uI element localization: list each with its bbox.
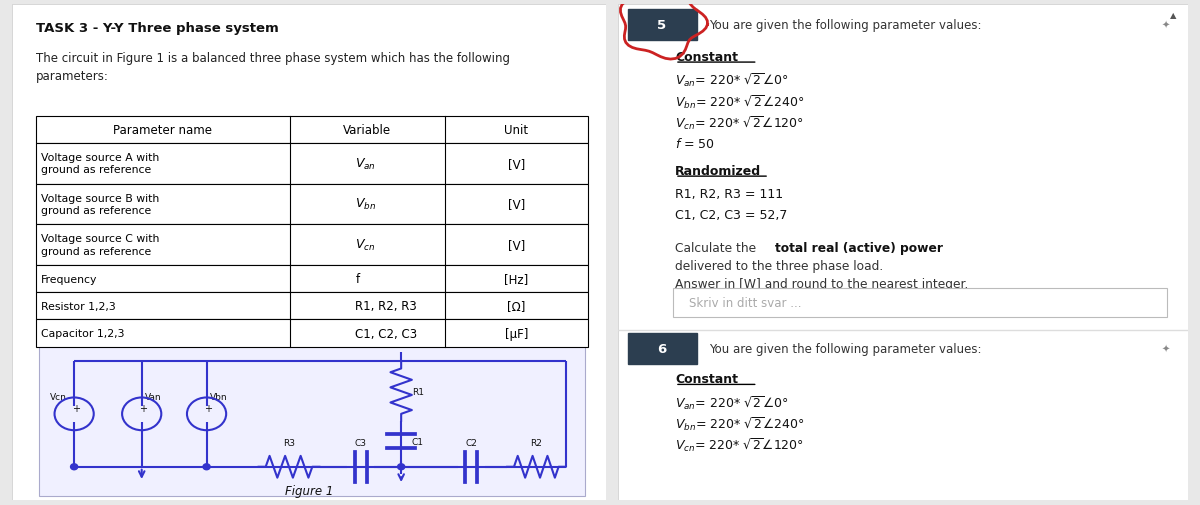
Text: Vbn: Vbn — [210, 393, 227, 401]
Text: Unit: Unit — [504, 124, 528, 136]
FancyBboxPatch shape — [673, 289, 1166, 317]
Circle shape — [397, 464, 404, 470]
Text: Resistor 1,2,3: Resistor 1,2,3 — [41, 301, 115, 311]
Text: ▲: ▲ — [1170, 11, 1176, 20]
Text: Parameter name: Parameter name — [113, 124, 212, 136]
Circle shape — [71, 464, 78, 470]
Text: R3: R3 — [283, 438, 295, 447]
Text: The circuit in Figure 1 is a balanced three phase system which has the following: The circuit in Figure 1 is a balanced th… — [36, 52, 510, 83]
Text: Vcn: Vcn — [50, 393, 67, 401]
Text: You are given the following parameter values:: You are given the following parameter va… — [709, 19, 982, 32]
Text: TASK 3 - Y-Y Three phase system: TASK 3 - Y-Y Three phase system — [36, 22, 278, 35]
Text: R1, R2, R3: R1, R2, R3 — [355, 299, 418, 313]
Text: delivered to the three phase load.: delivered to the three phase load. — [674, 260, 883, 272]
Bar — [36, 184, 588, 225]
Text: Constant: Constant — [674, 372, 738, 385]
Text: R1: R1 — [412, 387, 424, 396]
Text: You are given the following parameter values:: You are given the following parameter va… — [709, 342, 982, 356]
Text: Constant: Constant — [674, 50, 738, 64]
Text: 5: 5 — [658, 19, 666, 32]
Text: $V_{cn}$= 220* $\sqrt{2}$$\angle$120°: $V_{cn}$= 220* $\sqrt{2}$$\angle$120° — [674, 436, 804, 453]
FancyBboxPatch shape — [628, 10, 697, 41]
Text: Randomized: Randomized — [674, 164, 761, 177]
Text: [Hz]: [Hz] — [504, 273, 528, 285]
Text: Voltage source B with
ground as reference: Voltage source B with ground as referenc… — [41, 193, 158, 216]
Text: Capacitor 1,2,3: Capacitor 1,2,3 — [41, 328, 124, 338]
Text: Figure 1: Figure 1 — [284, 484, 334, 497]
Text: Frequency: Frequency — [41, 274, 97, 284]
Text: C1: C1 — [412, 437, 424, 446]
Text: $V_{cn}$: $V_{cn}$ — [355, 237, 376, 252]
Text: $V_{bn}$= 220* $\sqrt{2}$$\angle$240°: $V_{bn}$= 220* $\sqrt{2}$$\angle$240° — [674, 414, 805, 432]
Text: Voltage source A with
ground as reference: Voltage source A with ground as referenc… — [41, 153, 158, 175]
Text: $V_{bn}$: $V_{bn}$ — [355, 197, 377, 212]
Text: [V]: [V] — [508, 158, 524, 170]
Text: C1, C2, C3 = 52,7: C1, C2, C3 = 52,7 — [674, 209, 787, 222]
Bar — [36, 116, 588, 143]
Text: $V_{an}$: $V_{an}$ — [355, 157, 376, 172]
Text: Calculate the: Calculate the — [674, 241, 760, 254]
FancyBboxPatch shape — [12, 5, 606, 500]
Text: C3: C3 — [355, 438, 367, 447]
Text: $V_{cn}$= 220* $\sqrt{2}$$\angle$120°: $V_{cn}$= 220* $\sqrt{2}$$\angle$120° — [674, 114, 804, 132]
Text: 6: 6 — [658, 342, 666, 356]
Bar — [36, 320, 588, 347]
Text: $f$ = 50: $f$ = 50 — [674, 137, 715, 150]
Text: +: + — [139, 403, 148, 413]
Text: f: f — [355, 273, 360, 285]
Bar — [36, 265, 588, 292]
Text: total real (active) power: total real (active) power — [775, 241, 943, 254]
FancyBboxPatch shape — [618, 5, 1188, 500]
Circle shape — [203, 464, 210, 470]
Bar — [36, 225, 588, 265]
Text: $V_{an}$= 220* $\sqrt{2}$$\angle$0°: $V_{an}$= 220* $\sqrt{2}$$\angle$0° — [674, 71, 788, 89]
Text: +: + — [72, 403, 80, 413]
Text: Skriv in ditt svar ...: Skriv in ditt svar ... — [689, 296, 802, 310]
Text: [V]: [V] — [508, 238, 524, 251]
Text: [μF]: [μF] — [505, 327, 528, 340]
Text: C1, C2, C3: C1, C2, C3 — [355, 327, 418, 340]
Text: [V]: [V] — [508, 198, 524, 211]
Bar — [36, 292, 588, 320]
Text: Voltage source C with
ground as reference: Voltage source C with ground as referenc… — [41, 234, 158, 256]
Text: R1, R2, R3 = 111: R1, R2, R3 = 111 — [674, 188, 784, 200]
Bar — [36, 143, 588, 184]
Text: ✦: ✦ — [1162, 344, 1169, 354]
Text: Answer in [W] and round to the nearest integer.: Answer in [W] and round to the nearest i… — [674, 278, 968, 291]
Text: Van: Van — [145, 393, 161, 401]
Text: R2: R2 — [530, 438, 542, 447]
Text: $V_{an}$= 220* $\sqrt{2}$$\angle$0°: $V_{an}$= 220* $\sqrt{2}$$\angle$0° — [674, 393, 788, 411]
Text: $V_{bn}$= 220* $\sqrt{2}$$\angle$240°: $V_{bn}$= 220* $\sqrt{2}$$\angle$240° — [674, 92, 805, 111]
Text: Variable: Variable — [343, 124, 391, 136]
FancyBboxPatch shape — [38, 340, 586, 496]
Text: ✦: ✦ — [1162, 21, 1169, 31]
Text: C2: C2 — [466, 438, 478, 447]
FancyBboxPatch shape — [628, 334, 697, 364]
Text: [Ω]: [Ω] — [508, 299, 526, 313]
Text: +: + — [204, 403, 212, 413]
